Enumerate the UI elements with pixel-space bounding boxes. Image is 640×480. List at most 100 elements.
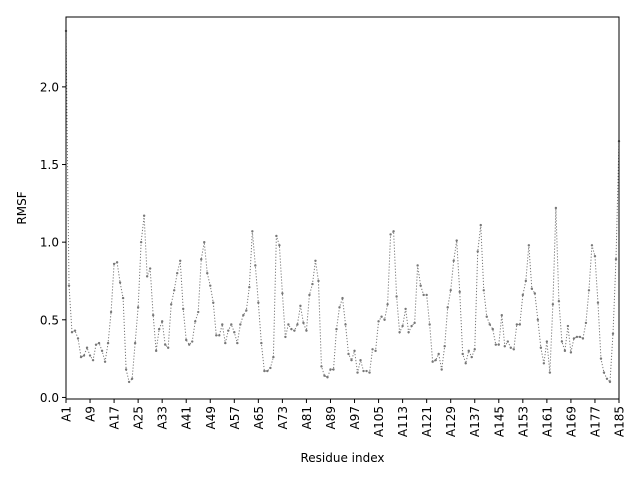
data-point [578,335,582,339]
x-tick-label: A105 [372,406,386,437]
data-point [245,309,248,312]
data-point [383,318,386,321]
data-point [419,284,422,287]
x-tick-label: A145 [492,406,506,437]
x-tick-label: A17 [108,406,122,429]
data-point [329,368,332,371]
data-point [440,368,443,371]
data-point [139,240,143,244]
data-point [392,230,395,233]
data-point [401,324,404,328]
data-point [133,341,137,345]
data-point [332,368,335,371]
data-point [311,282,314,286]
data-point [572,337,576,340]
x-tick-label: A49 [204,406,218,429]
data-point [551,303,555,306]
data-point [575,335,579,339]
data-point [206,272,209,275]
data-point [344,323,347,326]
data-point [236,341,239,345]
data-point [590,244,594,247]
data-point [341,296,344,300]
x-tick-label: A25 [132,406,146,429]
data-point [407,331,410,334]
data-point [109,310,113,314]
data-point [593,254,597,258]
y-tick-label: 2.0 [40,80,59,94]
data-point [368,371,371,374]
x-axis-ticks: A1 A9 A17 A25 A33 A41 A49 A57 A65 A73 A81 A89 A97 A10… [60,399,627,437]
data-point [127,380,131,384]
data-point [224,341,227,345]
data-point [437,352,440,356]
data-point [335,327,338,331]
data-point [188,343,191,346]
data-point [608,380,612,384]
y-axis-label: RMSF [15,191,29,224]
data-point [362,369,365,373]
data-point [182,307,185,311]
data-point [100,349,104,353]
data-point [179,259,182,262]
x-tick-label: A169 [564,406,578,437]
data-point [203,240,206,244]
data-point [503,345,506,348]
data-point [296,323,299,326]
data-point [251,230,254,233]
data-point [82,354,86,357]
data-point [485,315,488,318]
data-point [209,284,212,287]
data-point [124,368,128,371]
data-point [449,289,452,292]
data-point [200,258,203,261]
data-point [299,304,302,308]
x-tick-label: A33 [156,406,170,429]
x-tick-label: A161 [540,406,554,437]
data-point [557,299,561,303]
data-point [476,250,479,253]
data-point [275,234,278,238]
x-tick-label: A129 [444,406,458,437]
data-point [88,354,92,357]
data-point [70,331,74,334]
data-point [530,287,534,290]
x-tick-label: A9 [84,406,98,422]
data-point [169,303,173,306]
data-point [455,239,458,242]
data-point [374,349,377,353]
data-point [512,348,516,351]
data-point [479,223,482,227]
data-point [425,293,428,297]
data-point [176,272,179,275]
data-point [323,374,326,377]
data-point [230,323,233,326]
data-point [602,371,606,374]
x-tick-label: A57 [228,406,242,429]
data-point [542,362,546,365]
data-point [302,321,305,325]
data-point [527,244,531,247]
data-point [434,358,437,362]
data-point [85,346,89,349]
data-point [596,301,600,304]
x-axis-label: Residue index [300,451,384,465]
data-point [76,337,80,340]
data-point [197,310,200,314]
data-point [446,306,449,309]
data-point [91,358,95,362]
data-point [215,334,218,337]
y-tick-label: 1.0 [40,236,59,250]
data-point [79,355,83,359]
data-point [308,293,311,297]
data-point [539,346,543,349]
data-point [160,320,164,323]
data-point [581,337,585,340]
data-point [605,377,609,381]
y-tick-label: 0.5 [40,313,59,327]
data-point [416,264,419,267]
rmsf-series-points [64,29,621,384]
data-point [136,306,140,309]
data-point [115,261,119,264]
